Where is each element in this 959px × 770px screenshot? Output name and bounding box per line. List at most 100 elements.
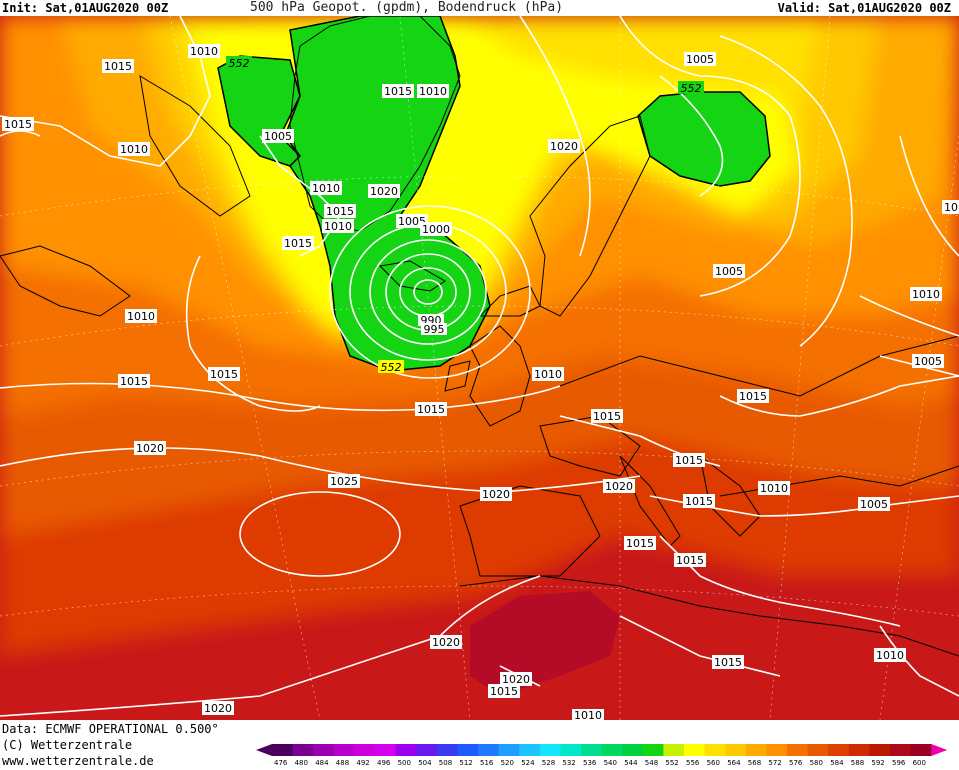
isobar-1005-ring (369, 239, 487, 345)
legend-tick-label: 492 (356, 759, 369, 767)
pressure-label: 1010 (534, 368, 562, 381)
pressure-label: 1010 (419, 85, 447, 98)
legend-tick-label: 548 (645, 759, 658, 767)
pressure-label-hidden: 1015 (2, 32, 30, 45)
legend-max-arrow (931, 744, 948, 756)
legend-tick-label: 580 (810, 759, 823, 767)
legend-tick-label: 540 (604, 759, 617, 767)
legend-swatch (684, 744, 706, 756)
pressure-label: 1020 (204, 702, 232, 715)
legend-swatch (890, 744, 912, 756)
geopot-label: 552 (381, 361, 402, 374)
pressure-label: 1015 (417, 403, 445, 416)
pressure-label: 1020 (370, 185, 398, 198)
pressure-label: 1015 (490, 685, 518, 698)
legend-swatch (354, 744, 376, 756)
website-url: www.wetterzentrale.de (2, 754, 154, 768)
pressure-label: 1005 (398, 215, 426, 228)
pressure-label: 1005 (715, 265, 743, 278)
legend-swatch (601, 744, 623, 756)
valid-time: Valid: Sat,01AUG2020 00Z (777, 1, 951, 15)
legend-tick-label: 552 (665, 759, 678, 767)
isobars (0, 16, 959, 717)
pressure-label: 1015 (685, 495, 713, 508)
legend-swatch (663, 744, 685, 756)
pressure-label: 10 (944, 201, 958, 214)
legend-swatch (910, 744, 932, 756)
legend-swatch (333, 744, 355, 756)
legend-swatch (560, 744, 582, 756)
geopot-label: 552 (229, 57, 250, 70)
copyright: (C) Wetterzentrale (2, 738, 133, 752)
pressure-label: 1010 (912, 288, 940, 301)
legend-tick-label: 524 (521, 759, 535, 767)
legend-tick-label: 544 (624, 759, 638, 767)
init-time: Init: Sat,01AUG2020 00Z (2, 1, 169, 15)
map-footer: Data: ECMWF OPERATIONAL 0.500° (C) Wette… (0, 720, 959, 770)
pressure-label: 1015 (326, 205, 354, 218)
legend-swatch (519, 744, 541, 756)
legend-swatch (498, 744, 520, 756)
legend-swatch (828, 744, 850, 756)
legend-tick-label: 508 (439, 759, 452, 767)
pressure-label: 1010 (324, 220, 352, 233)
pressure-label: 1015 (675, 454, 703, 467)
legend-swatch (292, 744, 314, 756)
legend-swatch (457, 744, 479, 756)
data-source: Data: ECMWF OPERATIONAL 0.500° (2, 722, 219, 736)
pressure-label: 1015 (739, 390, 767, 403)
legend-tick-label: 572 (768, 759, 781, 767)
geopot-label: 552 (681, 82, 702, 95)
legend-swatch (787, 744, 809, 756)
pressure-label: 1010 (760, 482, 788, 495)
legend-swatch (766, 744, 788, 756)
legend-swatch (581, 744, 603, 756)
legend-swatch (745, 744, 767, 756)
pressure-label: 1015 (593, 410, 621, 423)
legend-tick-label: 496 (377, 759, 391, 767)
map-title: 500 hPa Geopot. (gpdm), Bodendruck (hPa) (250, 0, 564, 15)
pressure-label: 1015 (120, 375, 148, 388)
geopotential-labels: 552 552 552 (226, 56, 704, 374)
legend-swatch (725, 744, 747, 756)
legend-tick-label: 576 (789, 759, 803, 767)
pressure-label: 1005 (264, 130, 292, 143)
legend-tick-label: 564 (727, 759, 741, 767)
map-header: Init: Sat,01AUG2020 00Z 500 hPa Geopot. … (0, 0, 959, 16)
pressure-label: 1020 (605, 480, 633, 493)
pressure-label: 995 (424, 323, 445, 336)
legend-swatch (416, 744, 438, 756)
legend-tick-label: 532 (562, 759, 575, 767)
pressure-label: 1015 (714, 656, 742, 669)
legend-tick-label: 512 (459, 759, 472, 767)
pressure-label: 1005 (860, 498, 888, 511)
legend-tick-label: 592 (871, 759, 884, 767)
legend-tick-label: 588 (851, 759, 864, 767)
pressure-label-hidden: 1020 (200, 336, 228, 349)
pressure-label: 1015 (4, 118, 32, 131)
legend-tick-label: 556 (686, 759, 700, 767)
legend-tick-label: 568 (748, 759, 761, 767)
pressure-label: 1010 (190, 45, 218, 58)
legend-tick-label: 528 (542, 759, 555, 767)
legend-swatch (375, 744, 397, 756)
legend-tick-label: 488 (336, 759, 349, 767)
legend-tick-label: 500 (398, 759, 411, 767)
legend-swatch (539, 744, 561, 756)
color-legend: 476 480 484 488 492 496 500 504 508 512 516 520 524 5… (256, 744, 948, 767)
isobar-1025 (239, 491, 401, 577)
legend-swatch (272, 744, 294, 756)
pressure-labels: 1010 1015 1015 1010 1005 1010 1015 1010 … (2, 32, 959, 720)
legend-swatch (869, 744, 891, 756)
legend-swatch (807, 744, 829, 756)
legend-tick-label: 504 (418, 759, 432, 767)
legend-swatch (704, 744, 726, 756)
pressure-label: 1010 (312, 182, 340, 195)
pressure-label: 1025 (330, 475, 358, 488)
pressure-label: 1015 (626, 537, 654, 550)
weather-map: 1010 1015 1015 1010 1005 1010 1015 1010 … (0, 16, 959, 720)
pressure-label: 1020 (432, 636, 460, 649)
legend-swatch (436, 744, 458, 756)
pressure-label: 1005 (686, 53, 714, 66)
legend-tick-label: 520 (501, 759, 514, 767)
